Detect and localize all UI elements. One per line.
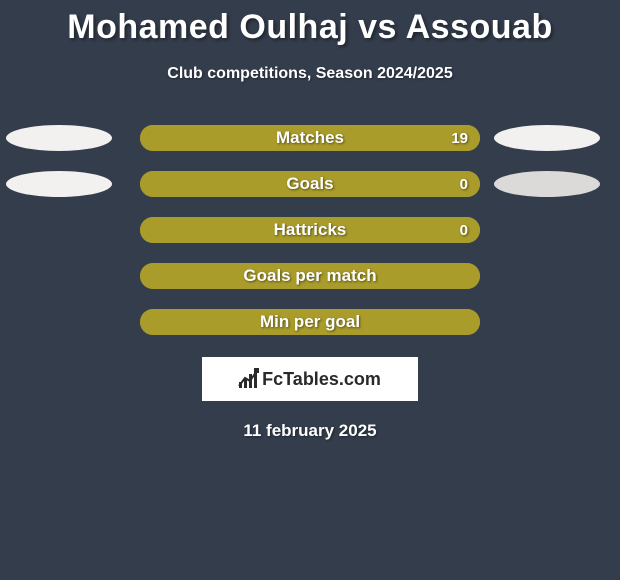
stat-bar: Matches19 [140,125,480,151]
stat-row: Matches19 [0,125,620,151]
player-left-marker [6,125,112,151]
stat-value: 0 [460,217,468,243]
stat-bar: Hattricks0 [140,217,480,243]
stat-row: Goals0 [0,171,620,197]
comparison-container: Mohamed Oulhaj vs Assouab Club competiti… [0,0,620,441]
stat-bar: Min per goal [140,309,480,335]
stat-label: Hattricks [140,217,480,243]
stat-label: Min per goal [140,309,480,335]
stat-label: Goals [140,171,480,197]
logo-chart-icon [239,370,257,388]
stat-row: Goals per match [0,263,620,289]
player-right-marker [494,125,600,151]
player-left-marker [6,171,112,197]
stats-area: Matches19Goals0Hattricks0Goals per match… [0,125,620,335]
logo-box: FcTables.com [202,357,418,401]
stat-bar: Goals per match [140,263,480,289]
stat-label: Goals per match [140,263,480,289]
stat-value: 0 [460,171,468,197]
date-text: 11 february 2025 [0,421,620,441]
player-right-marker [494,171,600,197]
stat-label: Matches [140,125,480,151]
stat-bar: Goals0 [140,171,480,197]
page-title: Mohamed Oulhaj vs Assouab [0,8,620,47]
stat-row: Hattricks0 [0,217,620,243]
stat-row: Min per goal [0,309,620,335]
page-subtitle: Club competitions, Season 2024/2025 [0,65,620,83]
logo-text-label: FcTables.com [262,369,381,390]
stat-value: 19 [451,125,468,151]
logo: FcTables.com [239,369,381,390]
